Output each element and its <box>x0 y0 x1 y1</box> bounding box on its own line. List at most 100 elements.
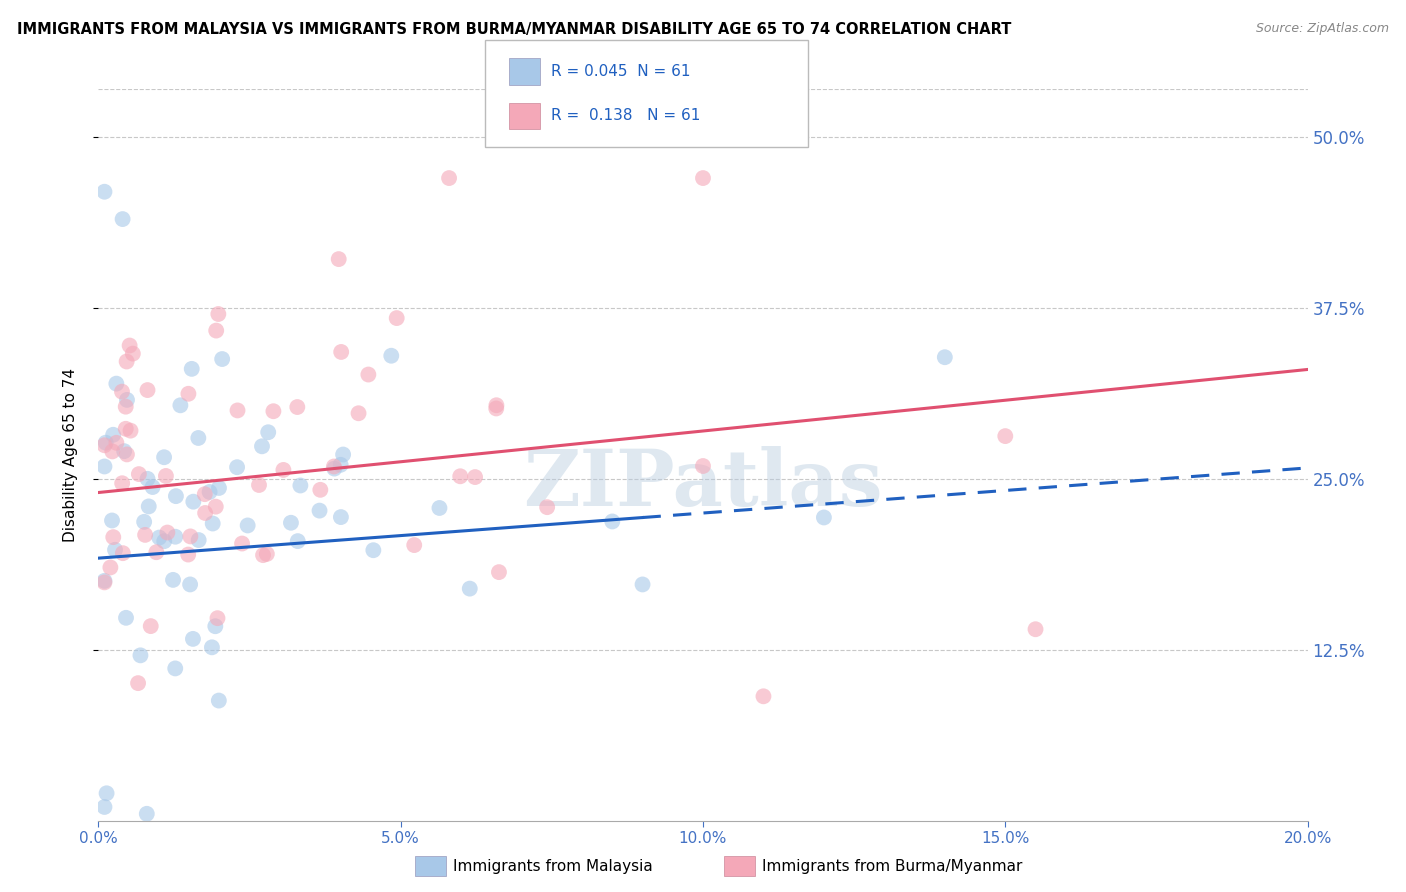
Point <box>127 676 149 690</box>
Point <box>347 406 370 420</box>
Point <box>323 461 346 475</box>
Text: Immigrants from Burma/Myanmar: Immigrants from Burma/Myanmar <box>762 859 1022 873</box>
Text: IMMIGRANTS FROM MALAYSIA VS IMMIGRANTS FROM BURMA/MYANMAR DISABILITY AGE 65 TO 7: IMMIGRANTS FROM MALAYSIA VS IMMIGRANTS F… <box>17 22 1011 37</box>
Point <box>93 574 115 588</box>
Point <box>285 400 308 414</box>
Point <box>187 431 209 445</box>
Point <box>290 478 312 492</box>
Point <box>165 661 187 675</box>
Point <box>488 565 510 579</box>
Point <box>134 515 156 529</box>
Point <box>103 530 125 544</box>
Point <box>287 534 309 549</box>
Point <box>226 403 249 417</box>
Point <box>934 350 956 364</box>
Point <box>120 424 142 438</box>
Point <box>363 543 385 558</box>
Point <box>437 171 460 186</box>
Point <box>93 185 115 199</box>
Point <box>115 447 138 461</box>
Point <box>208 693 231 707</box>
Point <box>385 311 408 326</box>
Point <box>194 487 217 501</box>
Point <box>256 547 278 561</box>
Point <box>177 386 200 401</box>
Point <box>429 500 451 515</box>
Point <box>813 510 835 524</box>
Point <box>180 362 202 376</box>
Point <box>198 485 221 500</box>
Point <box>93 800 115 814</box>
Point <box>204 500 226 514</box>
Point <box>111 546 134 560</box>
Y-axis label: Disability Age 65 to 74: Disability Age 65 to 74 <box>63 368 77 542</box>
Point <box>153 534 176 549</box>
Point <box>458 582 481 596</box>
Point <box>308 503 330 517</box>
Point <box>449 469 471 483</box>
Point <box>231 536 253 550</box>
Point <box>330 345 353 359</box>
Point <box>115 611 138 625</box>
Point <box>101 444 124 458</box>
Point <box>205 324 228 338</box>
Point <box>111 476 134 491</box>
Point <box>332 448 354 462</box>
Point <box>162 573 184 587</box>
Point <box>309 483 332 497</box>
Point <box>134 528 156 542</box>
Text: Immigrants from Malaysia: Immigrants from Malaysia <box>453 859 652 873</box>
Point <box>752 690 775 704</box>
Point <box>136 383 159 397</box>
Point <box>105 376 128 391</box>
Point <box>93 459 115 474</box>
Point <box>187 533 209 547</box>
Point <box>692 171 714 186</box>
Point <box>257 425 280 440</box>
Point <box>357 368 380 382</box>
Point <box>322 459 344 474</box>
Point <box>485 398 508 412</box>
Point <box>485 401 508 416</box>
Point <box>204 619 226 633</box>
Point <box>111 384 134 399</box>
Point <box>101 514 124 528</box>
Point <box>536 500 558 515</box>
Point <box>194 506 217 520</box>
Point <box>139 619 162 633</box>
Point <box>208 481 231 495</box>
Point <box>250 439 273 453</box>
Point <box>1024 622 1046 636</box>
Point <box>165 489 187 503</box>
Point <box>201 640 224 655</box>
Point <box>153 450 176 465</box>
Point <box>631 577 654 591</box>
Point <box>464 470 486 484</box>
Point <box>226 460 249 475</box>
Point <box>207 611 229 625</box>
Point <box>105 435 128 450</box>
Point <box>101 427 124 442</box>
Point <box>380 349 402 363</box>
Text: Source: ZipAtlas.com: Source: ZipAtlas.com <box>1256 22 1389 36</box>
Point <box>96 786 118 800</box>
Point <box>181 632 204 646</box>
Point <box>177 548 200 562</box>
Point <box>329 510 352 524</box>
Point <box>280 516 302 530</box>
Point <box>602 515 624 529</box>
Point <box>121 346 143 360</box>
Point <box>404 538 426 552</box>
Point <box>201 516 224 531</box>
Point <box>155 469 177 483</box>
Point <box>138 500 160 514</box>
Point <box>273 463 295 477</box>
Point <box>104 542 127 557</box>
Point <box>179 529 201 543</box>
Point <box>111 212 134 227</box>
Text: R =  0.138   N = 61: R = 0.138 N = 61 <box>551 109 700 123</box>
Point <box>94 435 117 450</box>
Point <box>112 444 135 458</box>
Point <box>142 480 165 494</box>
Point <box>207 307 229 321</box>
